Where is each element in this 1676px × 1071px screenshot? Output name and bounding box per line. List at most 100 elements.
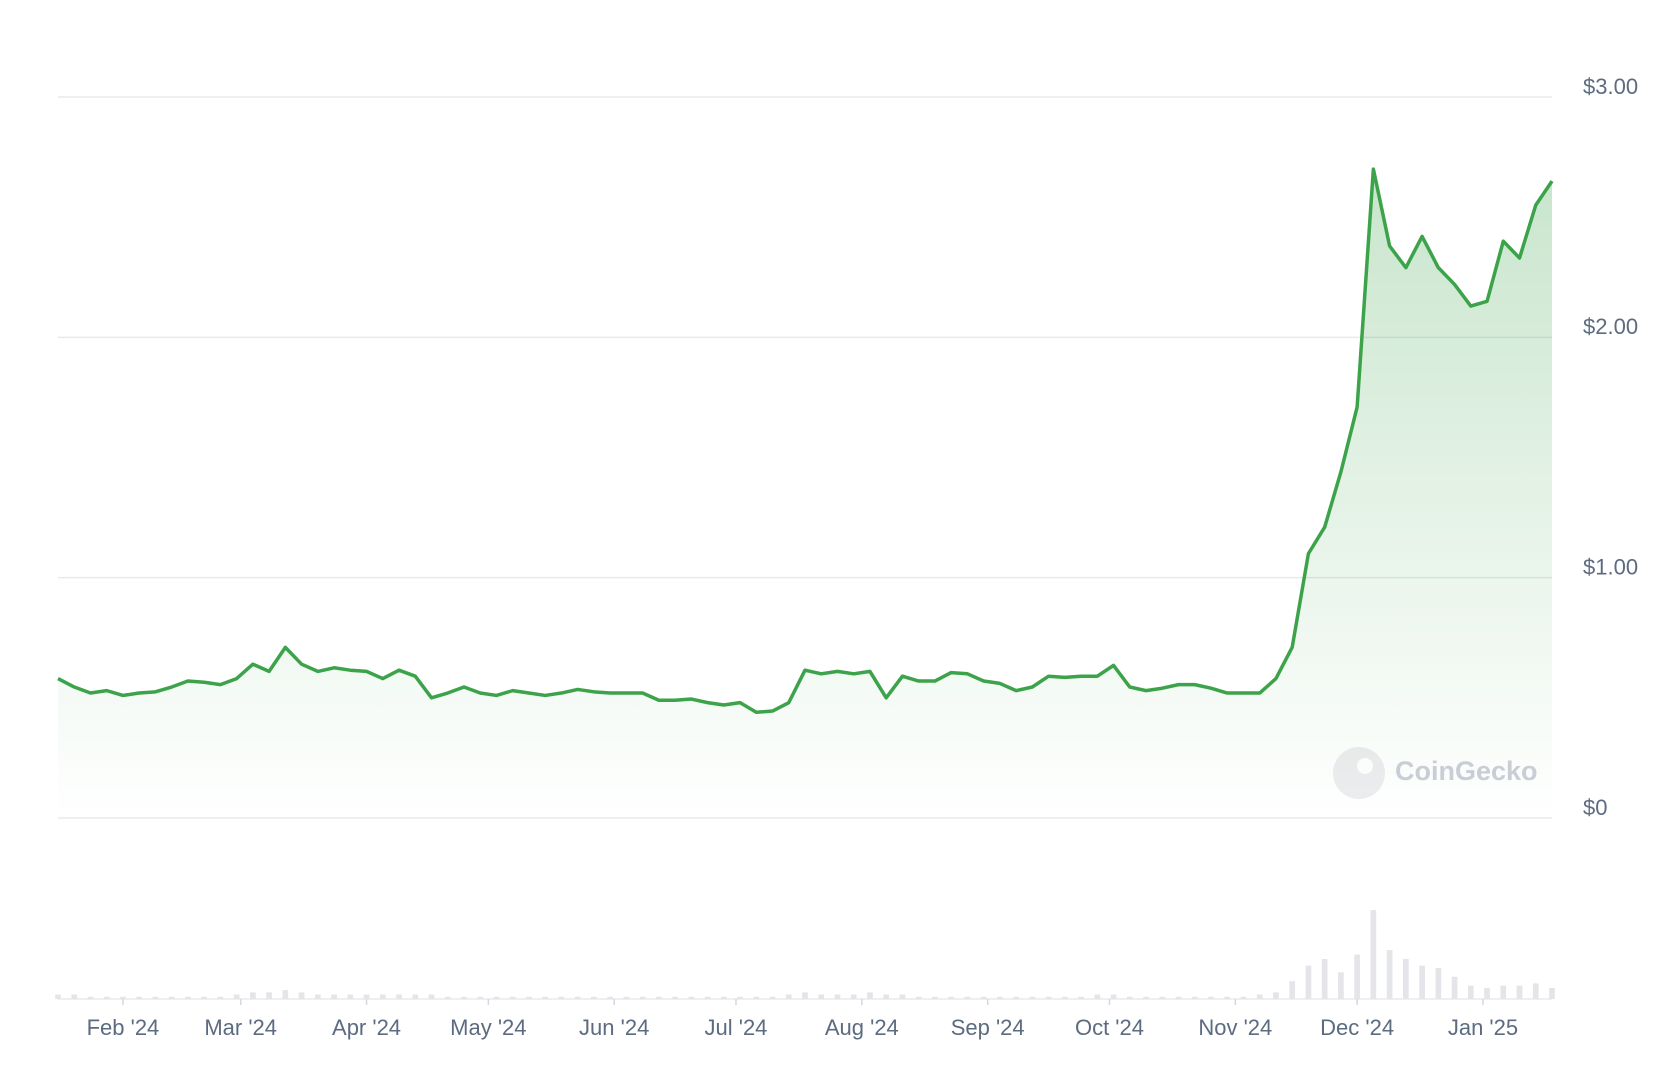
- volume-bar: [1549, 987, 1555, 999]
- volume-bar: [639, 996, 646, 999]
- volume-bar: [1305, 965, 1312, 999]
- volume-bar: [1126, 996, 1133, 999]
- volume-bar: [915, 996, 922, 999]
- volume-bar: [55, 994, 61, 999]
- volume-bar: [1078, 996, 1084, 999]
- volume-bar: [1435, 967, 1442, 999]
- x-tick-label: Aug '24: [825, 1015, 899, 1040]
- volume-bar: [298, 992, 305, 999]
- volume-bar: [737, 996, 743, 999]
- volume-bar: [769, 996, 776, 999]
- watermark-logo: [1333, 747, 1385, 799]
- volume-bar: [883, 994, 890, 999]
- volume-bar: [461, 996, 467, 999]
- volume-bar: [1370, 910, 1377, 999]
- volume-bar: [948, 996, 954, 999]
- volume-bar: [1419, 965, 1425, 999]
- volume-bar: [1013, 996, 1019, 999]
- volume-bar: [1289, 981, 1296, 999]
- volume-bar: [363, 994, 370, 999]
- volume-bar: [656, 996, 662, 999]
- volume-bar: [1484, 987, 1490, 999]
- volume-bar: [932, 996, 938, 999]
- volume-bar: [347, 994, 354, 999]
- volume-bar: [607, 996, 613, 999]
- volume-bar: [818, 994, 825, 999]
- volume-bar: [574, 996, 581, 999]
- x-tick-label: Jul '24: [705, 1015, 768, 1040]
- volume-bar: [136, 996, 143, 999]
- volume-bar: [1532, 983, 1539, 999]
- volume-bar: [704, 996, 711, 999]
- x-tick-label: Feb '24: [87, 1015, 160, 1040]
- watermark: CoinGecko: [1395, 756, 1538, 786]
- y-tick-label: $0: [1583, 795, 1607, 820]
- volume-bar: [1191, 996, 1198, 999]
- volume-bar: [1500, 985, 1507, 999]
- volume-bar: [152, 996, 159, 999]
- volume-bar: [185, 996, 191, 999]
- volume-bar: [1338, 972, 1344, 999]
- volume-bar: [379, 994, 386, 999]
- volume-bar: [1451, 976, 1458, 999]
- volume-bar: [623, 996, 630, 999]
- price-line: [57, 167, 1554, 715]
- volume-bar: [526, 996, 532, 999]
- volume-bar: [71, 994, 78, 999]
- price-area: [58, 169, 1552, 819]
- volume-bar: [103, 996, 110, 999]
- volume-bar: [1029, 996, 1036, 999]
- volume-bar: [331, 994, 337, 999]
- volume-bar: [997, 996, 1003, 999]
- volume-bar: [1240, 996, 1247, 999]
- volume-bar: [1159, 996, 1166, 999]
- volume-bar: [1467, 985, 1474, 999]
- volume-bar: [591, 996, 597, 999]
- y-tick-label: $2.00: [1583, 314, 1638, 339]
- volume-bar: [1175, 996, 1182, 999]
- volume-bar: [412, 994, 419, 999]
- x-tick-label: May '24: [450, 1015, 526, 1040]
- volume-bar: [314, 994, 321, 999]
- volume-bar: [1516, 985, 1523, 999]
- volume-bar: [834, 994, 841, 999]
- volume-bar: [282, 990, 289, 999]
- volume-bar: [233, 994, 240, 999]
- volume-bar: [428, 994, 435, 999]
- x-tick-label: Oct '24: [1075, 1015, 1144, 1040]
- volume-bar: [672, 996, 678, 999]
- volume-bar: [201, 996, 207, 999]
- volume-bar: [444, 996, 451, 999]
- volume-bar: [168, 996, 175, 999]
- volume-bar: [1403, 959, 1409, 999]
- volume-bar: [87, 996, 94, 999]
- volume-bar: [396, 994, 402, 999]
- volume-bar: [477, 996, 484, 999]
- volume-bar: [493, 996, 500, 999]
- volume-bar: [120, 996, 126, 999]
- volume-bar: [1321, 959, 1328, 999]
- volume-bar: [266, 992, 272, 999]
- volume-bar: [558, 996, 565, 999]
- volume-bar: [1110, 994, 1117, 999]
- volume-bar: [1273, 992, 1279, 999]
- volume-bar: [1386, 950, 1393, 999]
- volume-bar: [899, 994, 906, 999]
- volume-bar: [688, 996, 695, 999]
- volume-bar: [1045, 996, 1052, 999]
- volume-bar: [1143, 996, 1149, 999]
- y-tick-label: $3.00: [1583, 74, 1638, 99]
- volume-bar: [1208, 996, 1214, 999]
- volume-bar: [964, 996, 971, 999]
- volume-bar: [720, 996, 727, 999]
- x-tick-label: Apr '24: [332, 1015, 401, 1040]
- plot: $0 $1.00 $2.00 $3.00 Feb '24 Mar '24 Apr '24 Ma…: [55, 74, 1638, 1040]
- x-tick-label: Mar '24: [204, 1015, 277, 1040]
- volume-bar: [1256, 994, 1263, 999]
- volume-bar: [785, 994, 792, 999]
- volume-bar: [509, 996, 516, 999]
- volume-bar: [250, 992, 256, 999]
- x-tick-label: Nov '24: [1198, 1015, 1272, 1040]
- x-tick-label: Sep '24: [951, 1015, 1025, 1040]
